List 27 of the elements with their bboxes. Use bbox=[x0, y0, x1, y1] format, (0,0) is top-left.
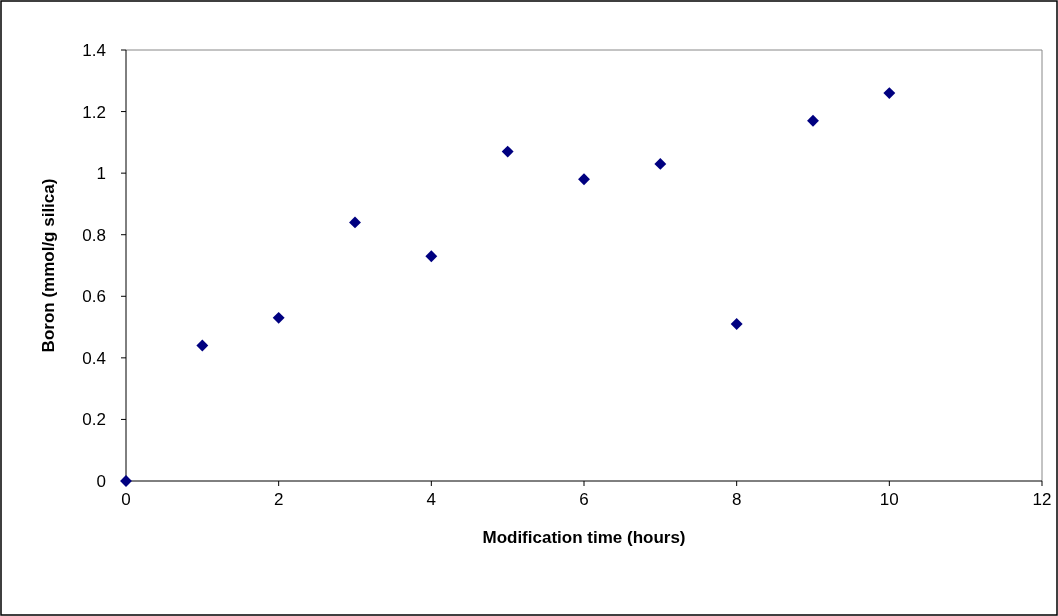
point bbox=[730, 318, 743, 330]
y-tick-label: 1 bbox=[96, 164, 106, 184]
point bbox=[807, 114, 819, 127]
point bbox=[654, 157, 667, 170]
point bbox=[196, 339, 209, 352]
point bbox=[883, 87, 896, 100]
point bbox=[425, 250, 438, 263]
point bbox=[349, 216, 361, 229]
y-tick-label: 0 bbox=[96, 471, 106, 491]
y-tick-label: 0.8 bbox=[82, 225, 106, 245]
y-tick-label: 0.2 bbox=[82, 410, 106, 430]
x-tick-label: 0 bbox=[121, 490, 131, 509]
x-tick-label: 2 bbox=[273, 490, 284, 509]
y-tick-label: 1.4 bbox=[82, 40, 106, 60]
x-tick-label: 6 bbox=[579, 490, 589, 509]
x-tick-label: 4 bbox=[426, 490, 437, 509]
y-tick-label: 0.6 bbox=[82, 287, 106, 307]
y-tick-label: 0.4 bbox=[82, 348, 106, 368]
point bbox=[501, 145, 514, 158]
x-tick-label: 10 bbox=[879, 490, 899, 509]
y-tick-label: 1.2 bbox=[82, 102, 106, 122]
x-tick-label: 8 bbox=[731, 490, 742, 509]
x-axis-title: Modification time (hours) bbox=[482, 528, 686, 547]
x-tick-label: 12 bbox=[1032, 490, 1052, 509]
point bbox=[272, 311, 285, 324]
y-axis-title: Boron (mmol/g silica) bbox=[39, 178, 58, 353]
point bbox=[578, 173, 590, 186]
